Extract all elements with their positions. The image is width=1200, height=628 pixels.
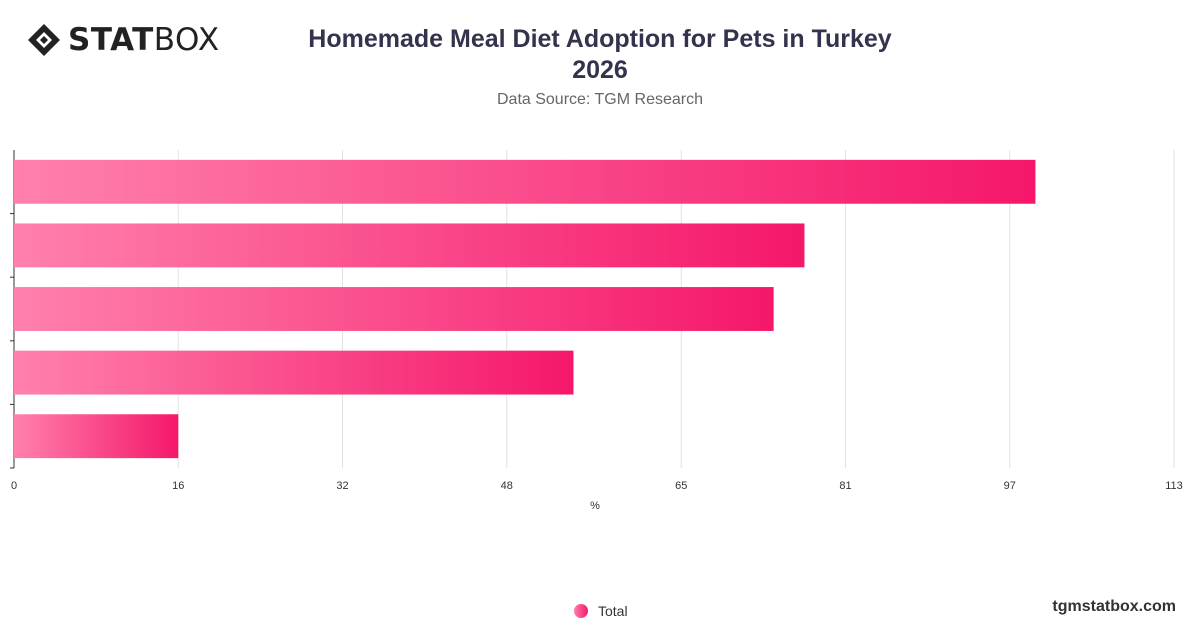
bar[interactable] [14, 287, 774, 331]
x-tick-label: 0 [11, 480, 17, 492]
x-tick-label: 81 [839, 480, 851, 492]
bar[interactable] [14, 414, 179, 459]
bar[interactable] [14, 223, 805, 268]
x-tick-label: 48 [501, 480, 513, 492]
x-tick-label: 65 [675, 480, 687, 492]
chart-legend[interactable]: Total [574, 603, 628, 619]
x-tick-label: 32 [336, 480, 348, 492]
x-tick-label: 97 [1004, 480, 1016, 492]
x-tick-label: 16 [172, 480, 184, 492]
statbox-logo: STATBOX [26, 22, 220, 58]
footer-site: tgmstatbox.com [1052, 598, 1176, 615]
chart-subtitle: Data Source: TGM Research [496, 91, 703, 108]
legend-marker [574, 604, 588, 618]
bar[interactable] [14, 350, 574, 395]
x-tick-label: 113 [1165, 480, 1183, 492]
logo-wordmark: STATBOX [68, 22, 220, 58]
legend-label: Total [598, 603, 628, 619]
bar[interactable] [14, 159, 1036, 204]
diamond-logo-icon [28, 24, 60, 56]
logo-light-text: BOX [153, 22, 220, 58]
x-axis-label: % [590, 500, 600, 512]
logo-bold-text: STAT [68, 22, 154, 58]
chart-title: Homemade Meal Diet Adoption for Pets in … [308, 25, 892, 84]
